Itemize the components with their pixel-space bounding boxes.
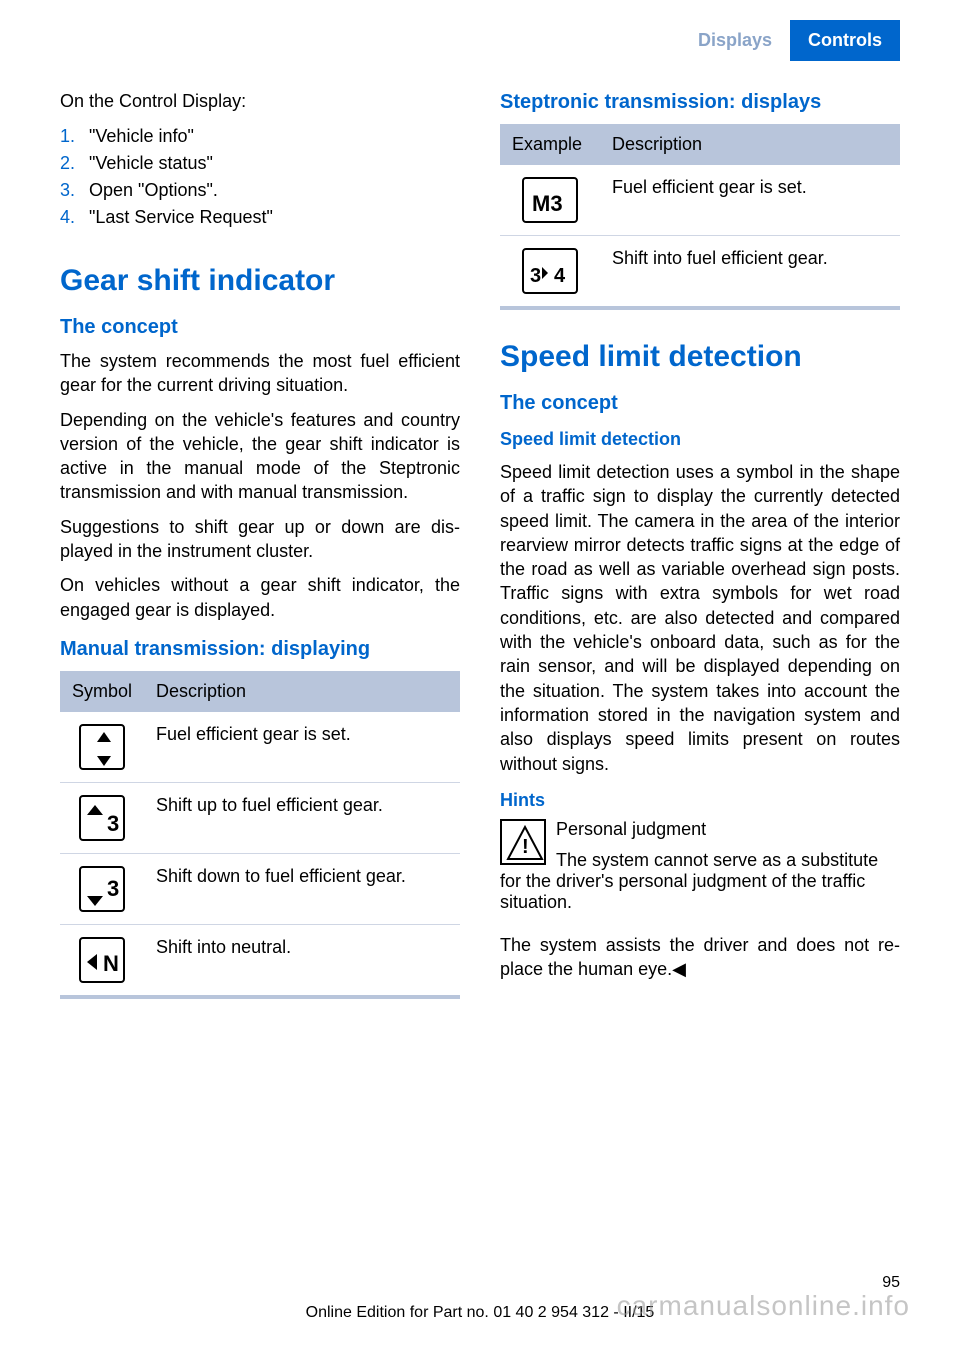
symbol-cell: N [60,924,144,997]
hints-heading: Hints [500,790,900,811]
col-example: Example [500,124,600,165]
description-cell: Fuel efficient gear is set. [144,712,460,783]
table-row: M3 Fuel efficient gear is set. [500,165,900,236]
table-row: Fuel efficient gear is set. [60,712,460,783]
step-4: 4. "Last Service Request" [60,207,460,228]
step-number: 2. [60,153,75,174]
description-cell: Fuel efficient gear is set. [600,165,900,236]
concept-p1: The system recommends the most fuel effi… [60,349,460,398]
speed-limit-heading: Speed limit detection [500,340,900,374]
left-column: On the Control Display: 1. "Vehicle info"… [60,91,460,1017]
hints-body: The system cannot serve as a substitute … [500,850,900,913]
col-description: Description [600,124,900,165]
table-header-row: Example Description [500,124,900,165]
description-cell: Shift into neutral. [144,924,460,997]
symbol-cell: 3 [60,853,144,924]
right-column: Steptronic transmission: displays Exampl… [500,91,900,1017]
svg-text:4: 4 [554,265,566,287]
description-cell: Shift down to fuel efficient gear. [144,853,460,924]
col-description: Description [144,671,460,712]
arrow34-icon: 34 [522,248,578,294]
leftN-icon: N [79,937,125,983]
footer-edition: Online Edition for Part no. 01 40 2 954 … [0,1304,960,1322]
warning-icon: ! [500,819,546,865]
symbol-cell: M3 [500,165,600,236]
table-row: 3 Shift up to fuel efficient gear. [60,782,460,853]
steptronic-table: Example Description M3 Fuel efficient ge… [500,124,900,310]
page-body: On the Control Display: 1. "Vehicle info"… [0,61,960,1017]
hints-p2: The system assists the driver and does n… [500,933,900,982]
m3-icon: M3 [522,177,578,223]
concept-p2: Depending on the vehicle's features and … [60,408,460,505]
table-row: 34 Shift into fuel efficient gear. [500,236,900,309]
hints-lead: Personal judgment [500,819,900,840]
symbol-cell: 34 [500,236,600,309]
step-text: "Vehicle info" [89,126,194,147]
updown-icon [79,724,125,770]
gear-shift-heading: Gear shift indicator [60,264,460,298]
step-3: 3. Open "Options". [60,180,460,201]
step-text: Open "Options". [89,180,218,201]
step-2: 2. "Vehicle status" [60,153,460,174]
step-1: 1. "Vehicle info" [60,126,460,147]
col-symbol: Symbol [60,671,144,712]
header-tabs: Displays Controls [0,0,960,61]
control-display-steps: 1. "Vehicle info" 2. "Vehicle status" 3. Op… [60,126,460,228]
step-number: 1. [60,126,75,147]
svg-text:3: 3 [107,876,119,901]
hints-block: ! Personal judgment The system cannot se… [500,819,900,982]
step-number: 4. [60,207,75,228]
concept-p3: Suggestions to shift gear up or down are… [60,515,460,564]
sld-subheading: Speed limit detection [500,429,900,450]
svg-text:N: N [103,951,119,976]
step-text: "Vehicle status" [89,153,213,174]
table-row: N Shift into neutral. [60,924,460,997]
tab-displays: Displays [680,20,790,61]
svg-text:3: 3 [530,265,541,287]
svg-text:!: ! [522,836,529,858]
up3-icon: 3 [79,795,125,841]
tab-controls: Controls [790,20,900,61]
down3-icon: 3 [79,866,125,912]
description-cell: Shift up to fuel efficient gear. [144,782,460,853]
concept-p4: On vehicles without a gear shift indicat… [60,573,460,622]
step-number: 3. [60,180,75,201]
step-text: "Last Service Request" [89,207,273,228]
table-row: 3 Shift down to fuel efficient gear. [60,853,460,924]
manual-trans-heading: Manual transmission: displaying [60,638,460,661]
symbol-cell [60,712,144,783]
table-header-row: Symbol Description [60,671,460,712]
description-cell: Shift into fuel efficient gear. [600,236,900,309]
page-number: 95 [882,1274,900,1292]
sld-body: Speed limit detection uses a symbol in t… [500,460,900,776]
steptronic-heading: Steptronic transmission: displays [500,91,900,114]
manual-transmission-table: Symbol Description Fuel efficient gear i… [60,671,460,999]
svg-text:M3: M3 [532,191,563,216]
concept-heading-right: The concept [500,392,900,415]
concept-heading: The concept [60,316,460,339]
intro-text: On the Control Display: [60,91,460,112]
symbol-cell: 3 [60,782,144,853]
svg-text:3: 3 [107,811,119,836]
